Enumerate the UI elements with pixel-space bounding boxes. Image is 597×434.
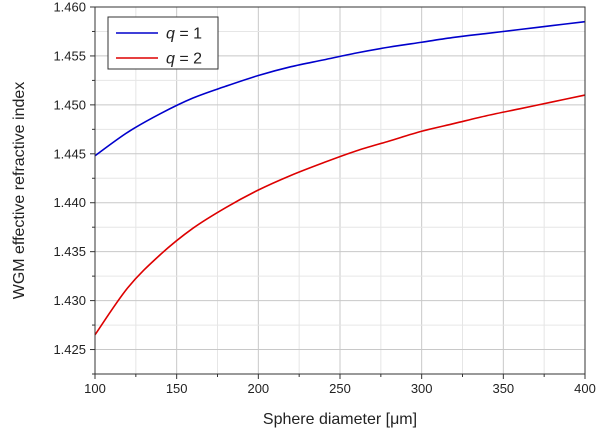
y-tick-label: 1.425 [53,342,86,357]
x-axis-label: Sphere diameter [μm] [263,411,417,428]
series-line-q2 [94,94,586,336]
legend-label-q1-var: q [166,26,175,43]
axis-ticks: 100 150 200 250 300 350 400 1.425 1.430 1.435 1.44… [53,0,595,396]
legend-label-q2-var: q [166,51,175,68]
y-tick-label: 1.455 [53,48,86,63]
x-tick-label: 250 [329,381,351,396]
x-tick-label: 400 [574,381,596,396]
y-tick-label: 1.440 [53,195,86,210]
x-tick-label: 200 [247,381,269,396]
x-tick-label: 100 [84,381,106,396]
y-tick-label: 1.450 [53,97,86,112]
x-tick-label: 150 [166,381,188,396]
legend-label-q1: q = 1 [166,26,202,43]
x-tick-label: 300 [411,381,433,396]
legend-label-q2: q = 2 [166,51,202,68]
x-tick-label: 350 [492,381,514,396]
series-line-q1 [94,20,586,157]
legend-box [107,16,219,70]
legend-label-q1-rest: = 1 [175,26,202,43]
y-tick-label: 1.430 [53,293,86,308]
y-tick-label: 1.435 [53,244,86,259]
y-tick-label: 1.445 [53,146,86,161]
legend-label-q2-rest: = 2 [175,51,202,68]
y-axis-label: WGM effective refractive index [11,82,28,300]
legend: q = 1 q = 2 [107,16,219,70]
y-tick-label: 1.460 [53,0,86,15]
series-lines [94,20,586,336]
